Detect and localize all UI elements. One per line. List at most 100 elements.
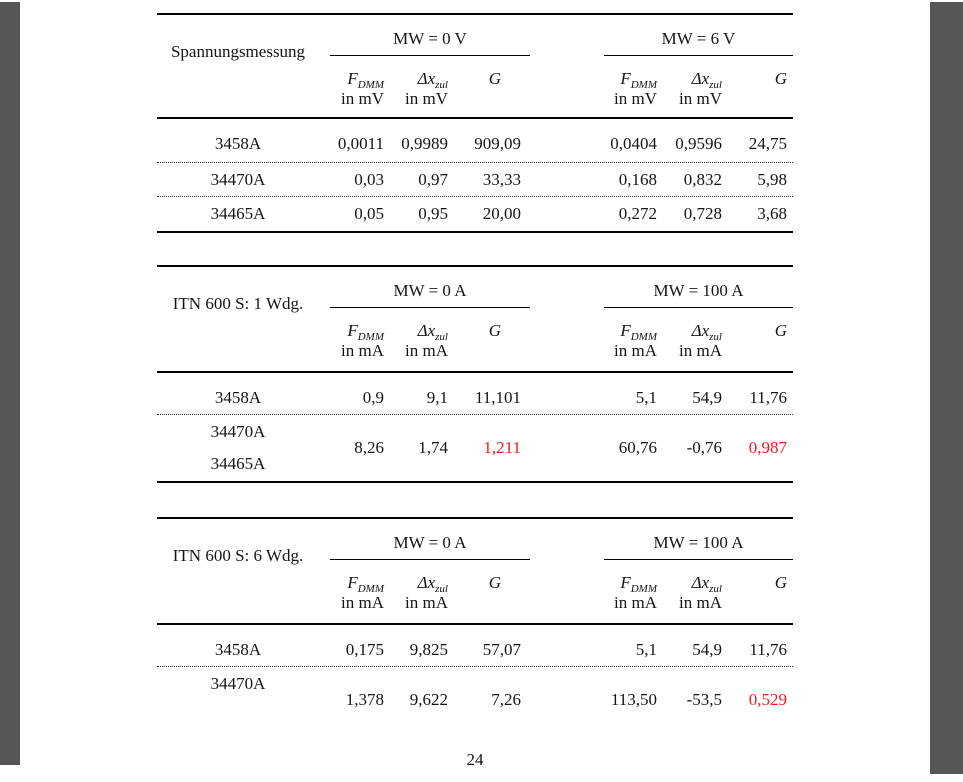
cell: 5,98 xyxy=(757,169,787,189)
cell: 0,529 xyxy=(748,690,787,709)
cell: 60,76 xyxy=(618,438,657,457)
table-body: 3458A 0,0011 0,9989 909,09 0,0404 0,9596… xyxy=(157,119,793,233)
page-number: 24 xyxy=(466,750,484,769)
cell: -0,76 xyxy=(686,438,722,457)
col-unit: in mA xyxy=(405,593,448,612)
group-underline xyxy=(330,55,530,56)
table-row-combined: 34470A 1,378 9,622 7,26 113,50 -53,5 0,5… xyxy=(157,666,793,733)
table-title: ITN 600 S: 6 Wdg. xyxy=(172,546,304,565)
col-unit: in mA xyxy=(341,341,384,360)
cell: 0,03 xyxy=(354,169,384,189)
cell: 1,74 xyxy=(418,438,448,457)
cell: 11,101 xyxy=(474,388,521,407)
col-head-fdmm: FDMM in mA xyxy=(603,562,657,614)
group-title-mw0: MW = 0 A xyxy=(393,533,467,552)
cell: 3,68 xyxy=(757,204,787,223)
row-label-group: 34470A xyxy=(210,674,266,693)
col-head-g: G xyxy=(774,69,787,88)
col-unit: in mA xyxy=(614,593,657,612)
col-unit: in mA xyxy=(405,341,448,360)
cell: 0,728 xyxy=(683,204,722,223)
table-body: 3458A 0,175 9,825 57,07 5,1 54,9 11,76 3… xyxy=(157,625,793,733)
col-unit: in mV xyxy=(679,89,722,108)
cell: 0,9989 xyxy=(401,134,448,153)
col-head-g: G xyxy=(774,573,787,592)
cell: 5,1 xyxy=(635,640,657,659)
group-underline xyxy=(604,55,793,56)
table-body: 3458A 0,9 9,1 11,101 5,1 54,9 11,76 3447… xyxy=(157,373,793,483)
cell: 0,0011 xyxy=(337,134,384,153)
col-head-fdmm: FDMM in mV xyxy=(603,58,657,110)
table-row: 3458A 0,9 9,1 11,101 5,1 54,9 11,76 xyxy=(157,373,793,414)
group-title-mw6: MW = 6 V xyxy=(661,29,736,48)
col-head-fdmm: FDMM in mA xyxy=(329,562,384,614)
group-title-mw100: MW = 100 A xyxy=(653,281,744,300)
row-label: 3458A xyxy=(214,640,262,659)
col-head-dxzul: Δxzul in mA xyxy=(657,562,722,614)
group-underline xyxy=(604,559,793,560)
cell: 9,1 xyxy=(426,388,448,407)
table-row: 34465A 0,05 0,95 20,00 0,272 0,728 3,68 xyxy=(157,196,793,231)
table-itn600s-6wdg: ITN 600 S: 6 Wdg. MW = 0 A MW = 100 A FD… xyxy=(157,517,793,733)
col-head-g: G xyxy=(488,573,501,592)
col-unit: in mV xyxy=(614,89,657,108)
col-head-g: G xyxy=(488,69,501,88)
col-head-dxzul: Δxzul in mV xyxy=(384,58,448,110)
row-label: 3458A xyxy=(214,134,262,153)
cell: 0,9 xyxy=(362,388,384,407)
column-headers: FDMM in mA Δxzul in mA G FDMM in mA Δxzu… xyxy=(157,562,793,614)
col-head-fdmm: FDMM in mA xyxy=(329,310,384,362)
group-underline xyxy=(330,559,530,560)
table-header: ITN 600 S: 6 Wdg. MW = 0 A MW = 100 A FD… xyxy=(157,519,793,625)
cell: 24,75 xyxy=(748,134,787,153)
cell: 20,00 xyxy=(482,204,521,223)
row-label: 3458A xyxy=(214,388,262,407)
cell: 1,378 xyxy=(345,690,384,709)
cell: -53,5 xyxy=(686,690,722,709)
cell: 0,168 xyxy=(618,169,657,189)
group-title-mw0: MW = 0 V xyxy=(393,29,467,48)
col-unit: in mA xyxy=(679,341,722,360)
col-unit: in mV xyxy=(405,89,448,108)
table-header: Spannungsmessung MW = 0 V MW = 6 V FDMM … xyxy=(157,15,793,119)
table-title: ITN 600 S: 1 Wdg. xyxy=(172,294,304,313)
cell: 0,0404 xyxy=(610,134,657,153)
cell: 0,987 xyxy=(748,438,787,457)
cell: 5,1 xyxy=(635,388,657,407)
cell: 11,76 xyxy=(749,388,787,407)
viewer-margin-left xyxy=(0,2,20,765)
col-head-dxzul: Δxzul in mA xyxy=(384,562,448,614)
row-label: 34470A xyxy=(210,169,266,189)
cell: 54,9 xyxy=(692,388,722,407)
col-head-fdmm: FDMM in mA xyxy=(603,310,657,362)
cell: 0,95 xyxy=(418,204,448,223)
group-title-mw100: MW = 100 A xyxy=(653,533,744,552)
col-head-fdmm: FDMM in mV xyxy=(329,58,384,110)
group-underline xyxy=(604,307,793,308)
cell: 0,175 xyxy=(345,640,384,659)
cell: 11,76 xyxy=(749,640,787,659)
col-head-g: G xyxy=(488,321,501,340)
viewer-margin-right xyxy=(930,2,963,774)
col-unit: in mA xyxy=(679,593,722,612)
cell: 113,50 xyxy=(610,690,657,709)
column-headers: FDMM in mA Δxzul in mA G FDMM in mA Δxzu… xyxy=(157,310,793,362)
col-head-dxzul: Δxzul in mA xyxy=(657,310,722,362)
col-head-dxzul: Δxzul in mV xyxy=(657,58,722,110)
col-head-g: G xyxy=(774,321,787,340)
group-title-mw0: MW = 0 A xyxy=(393,281,467,300)
table-itn600s-1wdg: ITN 600 S: 1 Wdg. MW = 0 A MW = 100 A FD… xyxy=(157,265,793,483)
col-unit: in mA xyxy=(341,593,384,612)
table-row: 34470A 0,03 0,97 33,33 0,168 0,832 5,98 xyxy=(157,162,793,196)
cell: 9,825 xyxy=(409,640,448,659)
table-row: 3458A 0,175 9,825 57,07 5,1 54,9 11,76 xyxy=(157,625,793,666)
cell: 8,26 xyxy=(354,438,384,457)
cell: 33,33 xyxy=(482,169,521,189)
col-head-dxzul: Δxzul in mA xyxy=(384,310,448,362)
cell: 1,211 xyxy=(483,438,521,457)
cell: 0,05 xyxy=(354,204,384,223)
cell: 909,09 xyxy=(474,134,521,153)
cell: 57,07 xyxy=(482,640,521,659)
table-row: 3458A 0,0011 0,9989 909,09 0,0404 0,9596… xyxy=(157,119,793,162)
table-header: ITN 600 S: 1 Wdg. MW = 0 A MW = 100 A FD… xyxy=(157,267,793,373)
